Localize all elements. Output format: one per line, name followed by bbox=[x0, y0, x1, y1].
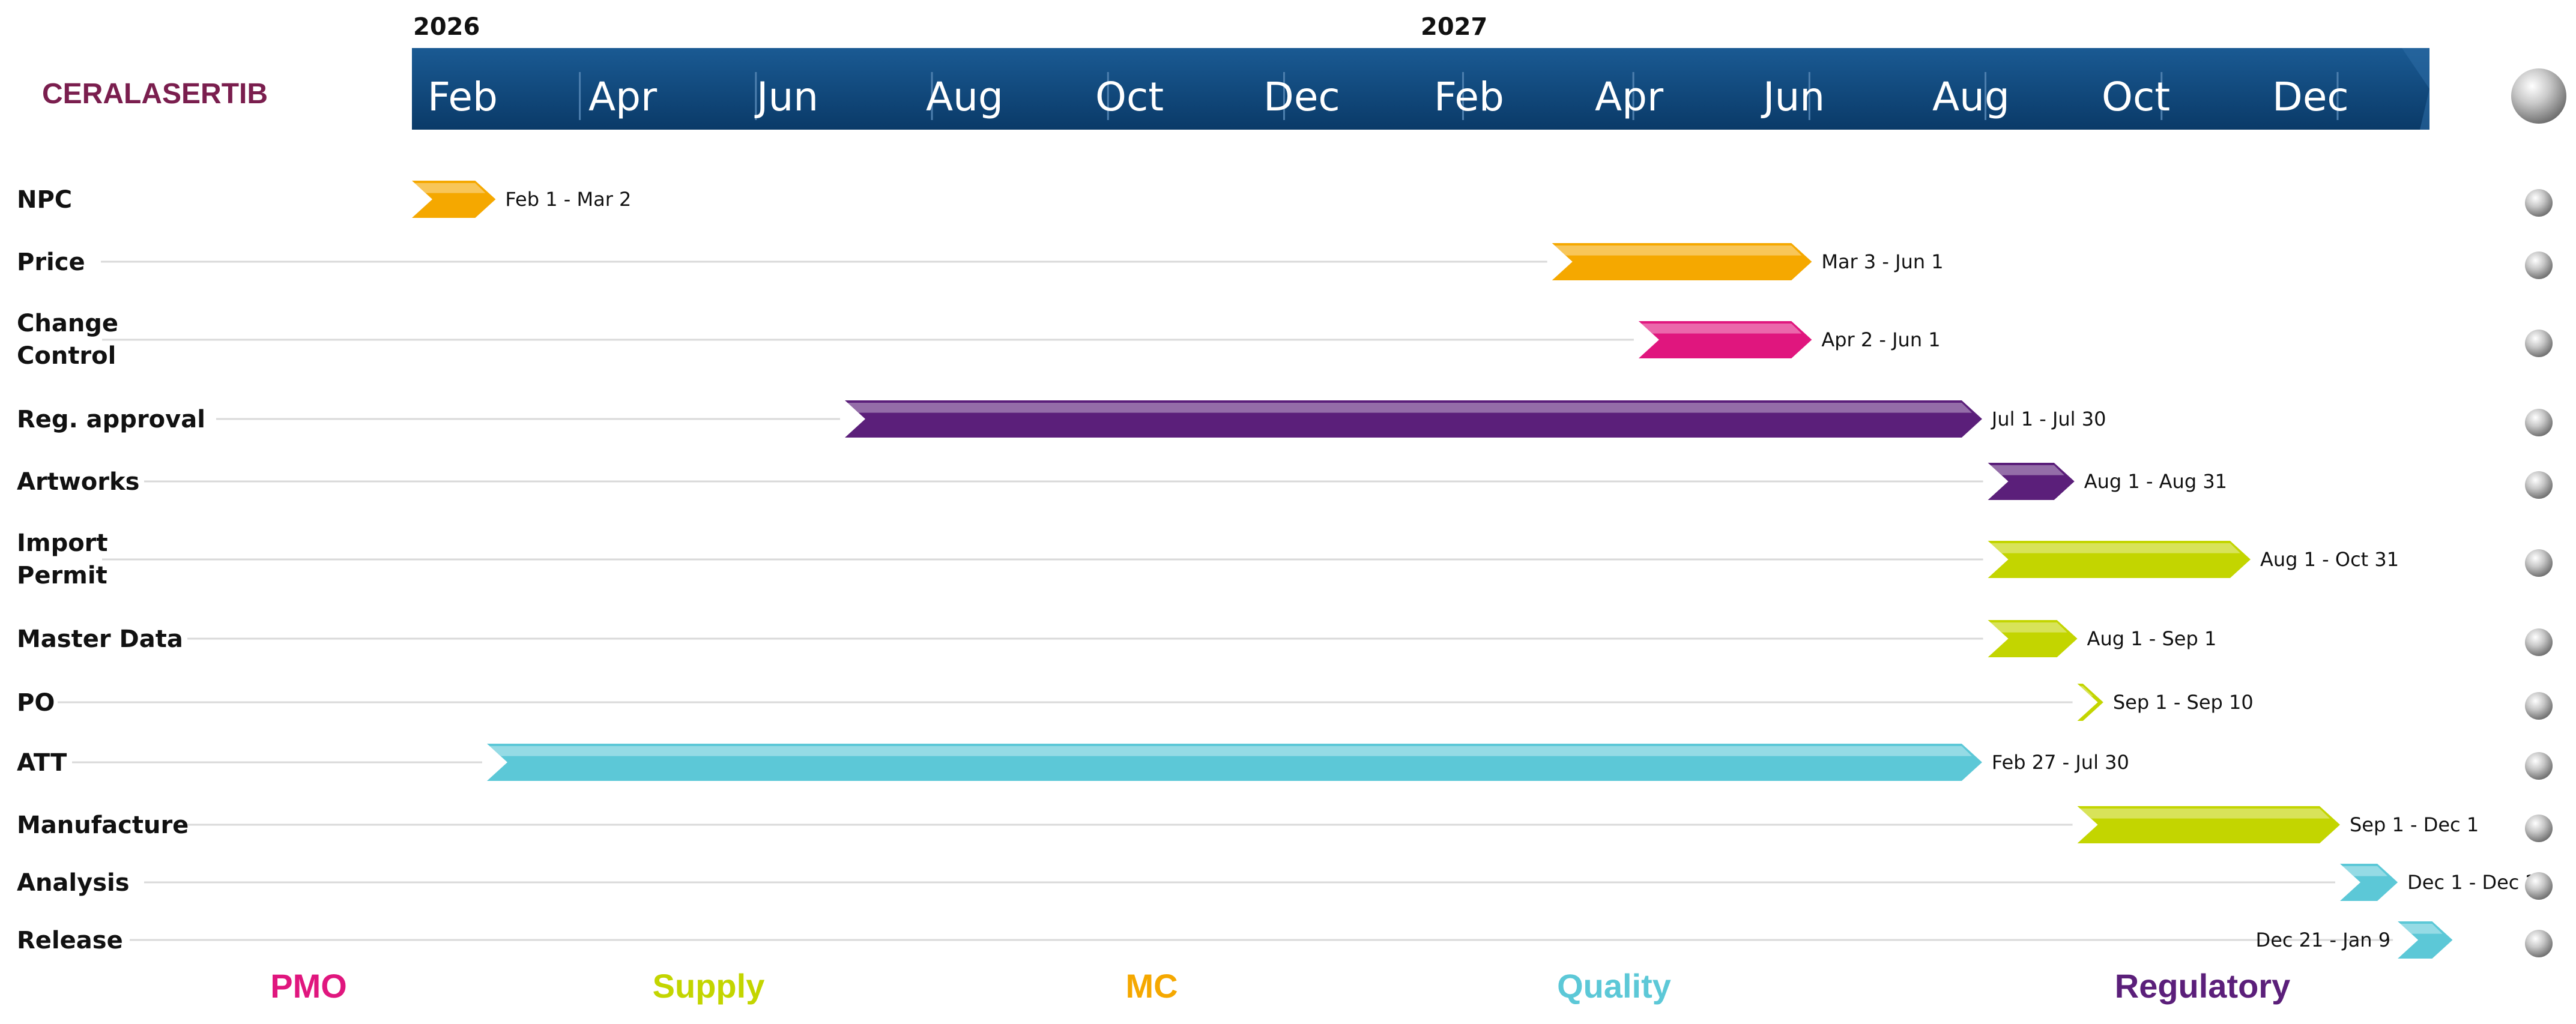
legend-item-supply: Supply bbox=[653, 967, 765, 1005]
year-label-2027: 2027 bbox=[1421, 13, 1487, 41]
month-label: Apr bbox=[1595, 74, 1664, 120]
month-label: Dec bbox=[1263, 74, 1340, 120]
month-label: Apr bbox=[588, 74, 658, 120]
legend-item-quality: Quality bbox=[1557, 967, 1671, 1005]
row-ball-icon bbox=[2525, 189, 2553, 217]
row-ball-icon bbox=[2525, 815, 2553, 842]
task-date-label: Sep 1 - Dec 1 bbox=[2350, 813, 2479, 836]
task-bar-shine bbox=[1641, 324, 1801, 334]
task-row: PO Sep 1 - Sep 10 bbox=[17, 684, 2553, 721]
task-date-label: Aug 1 - Sep 1 bbox=[2087, 627, 2217, 650]
task-name-label: Permit bbox=[17, 562, 107, 589]
legend: PMO Supply MC Quality Regulatory bbox=[270, 967, 2290, 1005]
chart-title: CERALASERTIB bbox=[42, 78, 268, 110]
task-row: Manufacture Sep 1 - Dec 1 bbox=[17, 806, 2553, 843]
row-ball-icon bbox=[2525, 409, 2553, 436]
task-name-label: Reg. approval bbox=[17, 406, 205, 433]
task-name-label: Release bbox=[17, 927, 123, 954]
month-label: Jun bbox=[754, 74, 818, 120]
row-ball-icon bbox=[2525, 692, 2553, 720]
year-label-2026: 2026 bbox=[413, 13, 480, 41]
task-bar-shine bbox=[414, 183, 485, 193]
legend-item-regulatory: Regulatory bbox=[2115, 967, 2291, 1005]
task-date-label: Feb 27 - Jul 30 bbox=[1992, 751, 2129, 774]
task-bar-shine bbox=[2080, 809, 2330, 819]
task-bar-shine bbox=[1555, 245, 1802, 256]
month-label: Oct bbox=[2102, 74, 2170, 120]
task-name-label: PO bbox=[17, 689, 55, 717]
task-row: Import Permit Aug 1 - Oct 31 bbox=[17, 529, 2553, 589]
task-row: Analysis Dec 1 - Dec 21 bbox=[17, 864, 2553, 901]
task-name-label: Change bbox=[17, 310, 118, 337]
header-ball-icon bbox=[2511, 68, 2566, 124]
task-date-label: Sep 1 - Sep 10 bbox=[2113, 691, 2254, 714]
task-name-label: Control bbox=[17, 342, 116, 370]
task-name-label: Price bbox=[17, 248, 85, 276]
row-ball-icon bbox=[2525, 628, 2553, 656]
task-bar-shine bbox=[1991, 465, 2064, 475]
task-date-label: Feb 1 - Mar 2 bbox=[505, 188, 631, 211]
task-row: Artworks Aug 1 - Aug 31 bbox=[17, 463, 2553, 500]
task-name-label: Master Data bbox=[17, 625, 183, 653]
month-label: Jun bbox=[1761, 74, 1825, 120]
task-name-label: Analysis bbox=[17, 869, 130, 897]
task-date-label: Mar 3 - Jun 1 bbox=[1821, 250, 1943, 273]
task-bar bbox=[2078, 684, 2103, 721]
task-rows: NPC Feb 1 - Mar 2 Price Mar 3 - Jun 1 Change… bbox=[17, 181, 2553, 959]
row-ball-icon bbox=[2525, 872, 2553, 900]
row-ball-icon bbox=[2525, 471, 2553, 499]
task-bar-shine bbox=[847, 403, 1972, 413]
timeline-header: Feb Apr Jun Aug Oct Dec Feb Apr Jun Aug … bbox=[412, 48, 2429, 130]
month-label: Aug bbox=[1932, 74, 2010, 120]
month-label: Feb bbox=[428, 74, 498, 120]
year-labels: 2026 2027 bbox=[413, 13, 1487, 41]
month-label: Aug bbox=[926, 74, 1003, 120]
legend-item-mc: MC bbox=[1125, 967, 1178, 1005]
task-date-label: Aug 1 - Oct 31 bbox=[2260, 548, 2399, 571]
task-row: ATT Feb 27 - Jul 30 bbox=[17, 744, 2553, 781]
task-name-label: Import bbox=[17, 529, 108, 557]
month-label: Feb bbox=[1434, 74, 1504, 120]
month-label: Oct bbox=[1095, 74, 1164, 120]
row-ball-icon bbox=[2525, 752, 2553, 780]
row-ball-icon bbox=[2525, 251, 2553, 279]
task-bar-shine bbox=[489, 746, 1972, 756]
row-ball-icon bbox=[2525, 930, 2553, 957]
task-bar-shine bbox=[1991, 543, 2240, 553]
task-row: Master Data Aug 1 - Sep 1 bbox=[17, 620, 2553, 657]
task-name-label: Artworks bbox=[17, 468, 139, 496]
task-date-label: Aug 1 - Aug 31 bbox=[2084, 470, 2227, 493]
task-name-label: Manufacture bbox=[17, 812, 189, 839]
legend-item-pmo: PMO bbox=[270, 967, 347, 1005]
row-ball-icon bbox=[2525, 330, 2553, 357]
task-name-label: ATT bbox=[17, 749, 67, 777]
task-date-label: Dec 21 - Jan 9 bbox=[2256, 929, 2391, 951]
task-date-label: Apr 2 - Jun 1 bbox=[1821, 328, 1940, 351]
task-row: Release Dec 21 - Jan 9 bbox=[17, 921, 2553, 959]
task-name-label: NPC bbox=[17, 186, 72, 214]
task-row: Reg. approval Jul 1 - Jul 30 bbox=[17, 400, 2553, 438]
task-row: Change Control Apr 2 - Jun 1 bbox=[17, 310, 2553, 370]
row-ball-icon bbox=[2525, 549, 2553, 577]
task-row: NPC Feb 1 - Mar 2 bbox=[17, 181, 2553, 218]
task-date-label: Jul 1 - Jul 30 bbox=[1991, 408, 2106, 430]
month-label: Dec bbox=[2272, 74, 2349, 120]
task-row: Price Mar 3 - Jun 1 bbox=[17, 243, 2553, 280]
task-bar-shine bbox=[1991, 622, 2067, 633]
